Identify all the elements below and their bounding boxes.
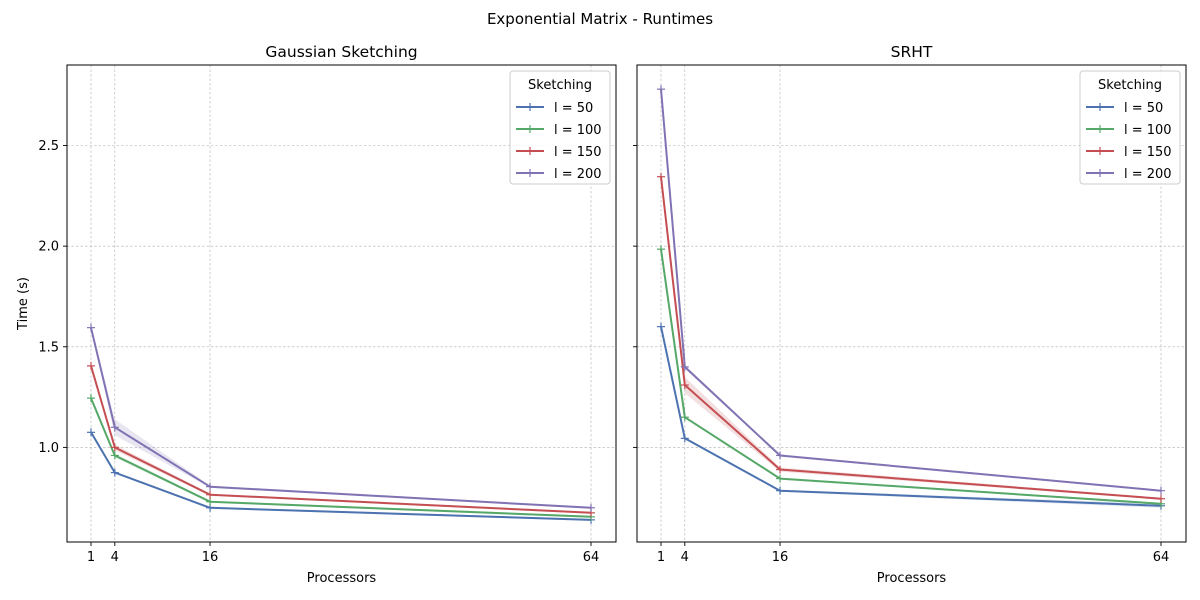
legend-box (1079, 70, 1181, 185)
x-tick-label: 64 (583, 550, 600, 565)
grid (637, 65, 1186, 542)
x-tick-label: 4 (681, 550, 689, 565)
legend-label: l = 150 (554, 145, 602, 160)
data-point (776, 465, 785, 474)
data-point (110, 451, 119, 460)
y-tick-label: 2.5 (38, 139, 59, 154)
legend-item: l = 150 (1086, 145, 1172, 160)
data-point (680, 413, 689, 422)
legend-item: l = 200 (1086, 167, 1172, 182)
data-point (110, 468, 119, 477)
x-tick-label: 16 (772, 550, 789, 565)
legend-label: l = 50 (554, 101, 593, 116)
data-point (206, 490, 215, 499)
series-line (90, 397, 592, 518)
panel-title: Gaussian Sketching (265, 43, 417, 61)
axes-frame (636, 64, 1187, 543)
x-tick-label: 4 (111, 550, 119, 565)
data-point (1157, 486, 1165, 495)
data-point (206, 497, 215, 506)
x-axis-label: Processors (307, 571, 377, 586)
legend-label: l = 50 (1124, 101, 1163, 116)
panel-title: SRHT (891, 43, 933, 61)
x-tick-label: 16 (202, 550, 219, 565)
data-point (776, 486, 785, 495)
panel-2: 1 4 16 64 SRHT Processors Sketching l = 50 l = 1… (633, 43, 1187, 586)
data-point (206, 482, 215, 491)
legend-item: l = 100 (516, 123, 602, 138)
series-line (660, 249, 1162, 505)
legend-title: Sketching (528, 78, 592, 93)
legend: Sketching l = 50 l = 100 l = 150 l = 200 (1079, 70, 1181, 185)
y-tick-label: 1.0 (38, 441, 59, 456)
data-point (680, 362, 689, 371)
legend-item: l = 50 (516, 101, 593, 116)
data-point (587, 503, 595, 512)
legend-label: l = 100 (554, 123, 602, 138)
panel-1: 1 4 16 64 1.0 1.5 2.0 2.5 Gaussian Sketching Proc… (16, 43, 617, 586)
y-tick-label: 2.0 (38, 240, 59, 255)
data-point (680, 434, 689, 443)
data-point (680, 381, 689, 390)
series-line (660, 89, 1162, 492)
data-point (87, 394, 95, 403)
x-axis-label: Processors (877, 571, 947, 586)
y-axis-label: Time (s) (16, 277, 31, 331)
data-point (87, 428, 95, 437)
legend-title: Sketching (1098, 78, 1162, 93)
data-point (657, 85, 665, 94)
data-point (87, 361, 95, 370)
legend: Sketching l = 50 l = 100 l = 150 l = 200 (509, 70, 611, 185)
x-tick-label: 64 (1153, 550, 1170, 565)
series-line (90, 327, 592, 509)
grid (67, 65, 616, 542)
data-point (110, 423, 119, 432)
data-point (776, 451, 785, 460)
x-tick-label: 1 (657, 550, 665, 565)
series-line (660, 176, 1162, 500)
data-point (776, 474, 785, 483)
legend-item: l = 50 (1086, 101, 1163, 116)
legend-label: l = 200 (1124, 167, 1172, 182)
legend-box (509, 70, 611, 185)
series-group (657, 85, 1165, 510)
data-point (657, 172, 665, 181)
x-tick-label: 1 (87, 550, 95, 565)
series-group (87, 323, 595, 524)
series-line (90, 431, 592, 521)
legend-item: l = 150 (516, 145, 602, 160)
data-point (87, 323, 95, 332)
axes-frame (66, 64, 617, 543)
data-point (657, 245, 665, 254)
legend-item: l = 100 (1086, 123, 1172, 138)
legend-label: l = 200 (554, 167, 602, 182)
data-point (1157, 494, 1165, 503)
legend-label: l = 100 (1124, 123, 1172, 138)
series-line (90, 365, 592, 514)
data-point (110, 443, 119, 452)
data-point (657, 322, 665, 331)
legend-item: l = 200 (516, 167, 602, 182)
series-line (660, 326, 1162, 507)
figure-title: Exponential Matrix - Runtimes (487, 10, 713, 28)
legend-label: l = 150 (1124, 145, 1172, 160)
y-tick-label: 1.5 (38, 340, 59, 355)
